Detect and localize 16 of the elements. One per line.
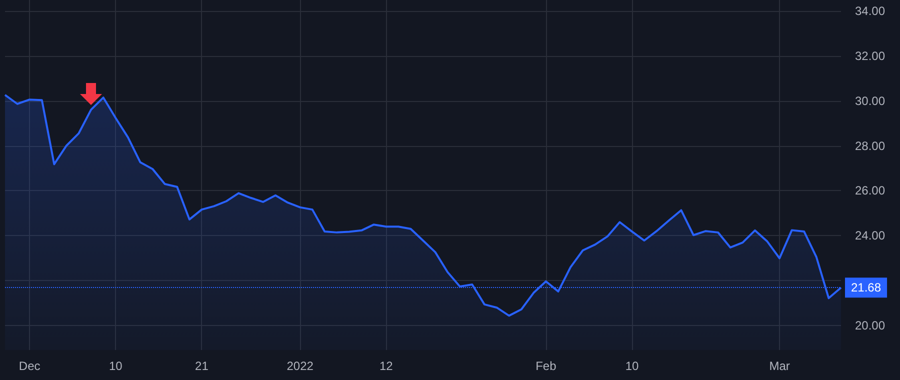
y-tick-label: 30.00	[855, 94, 886, 108]
x-tick-label: 12	[379, 359, 394, 373]
x-tick-label: Feb	[536, 359, 557, 373]
y-tick-label: 28.00	[855, 138, 886, 153]
x-tick-label: 21	[195, 359, 209, 373]
x-tick-label: 10	[108, 359, 123, 373]
y-tick-label: 26.00	[855, 184, 886, 198]
y-tick-label: 32.00	[855, 49, 886, 64]
x-tick-label: Dec	[18, 359, 40, 373]
y-tick-label: 20.00	[855, 318, 886, 332]
y-tick-label: 34.00	[855, 4, 886, 18]
x-tick-label: Mar	[769, 359, 790, 373]
ref-line-label: 21.68	[851, 280, 882, 295]
x-tick-label: 2022	[286, 359, 314, 373]
x-tick-label: 10	[625, 359, 639, 373]
y-tick-label: 24.00	[855, 228, 886, 243]
